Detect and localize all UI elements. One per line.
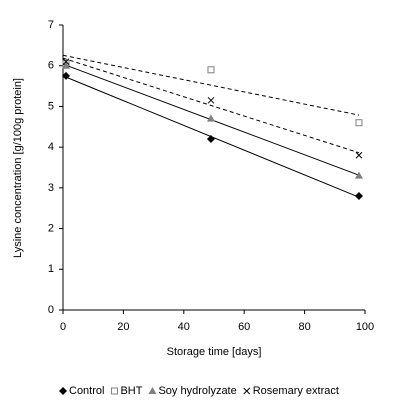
marker (206, 114, 215, 122)
trend-line (62, 57, 360, 154)
x-tick-label: 100 (356, 321, 374, 333)
legend-marker (59, 387, 67, 395)
marker (62, 58, 70, 65)
y-tick-label: 7 (48, 19, 54, 31)
marker (355, 151, 363, 159)
marker (62, 61, 71, 69)
y-axis-label: Lysine concentration [g/100g protein] (12, 78, 24, 258)
x-tick-label: 20 (117, 321, 129, 333)
trend-line (62, 54, 360, 116)
legend-label: BHT (120, 385, 142, 397)
legend-marker (148, 387, 157, 394)
marker (207, 66, 215, 74)
x-axis-label: Storage time [days] (167, 346, 262, 358)
legend-marker (110, 387, 118, 395)
legend-label: Control (69, 385, 104, 397)
marker (355, 119, 363, 127)
y-tick-label: 2 (48, 222, 54, 234)
marker (354, 192, 363, 200)
x-tick-label: 40 (178, 321, 190, 333)
x-tick-label: 60 (238, 321, 250, 333)
y-tick-label: 5 (48, 100, 54, 112)
y-tick-label: 4 (48, 141, 54, 153)
x-tick-label: 80 (298, 321, 310, 333)
marker (62, 71, 71, 80)
y-tick-label: 1 (48, 263, 54, 275)
marker (207, 96, 215, 104)
y-tick-label: 6 (48, 60, 54, 72)
marker (354, 171, 363, 179)
marker (206, 135, 215, 143)
legend-label: Soy hydrolyzate (158, 385, 236, 397)
y-tick-label: 0 (48, 304, 54, 316)
legend-marker (243, 387, 251, 395)
legend-label: Rosemary extract (253, 385, 339, 397)
x-tick-label: 0 (60, 321, 66, 333)
y-tick-label: 3 (48, 182, 54, 194)
